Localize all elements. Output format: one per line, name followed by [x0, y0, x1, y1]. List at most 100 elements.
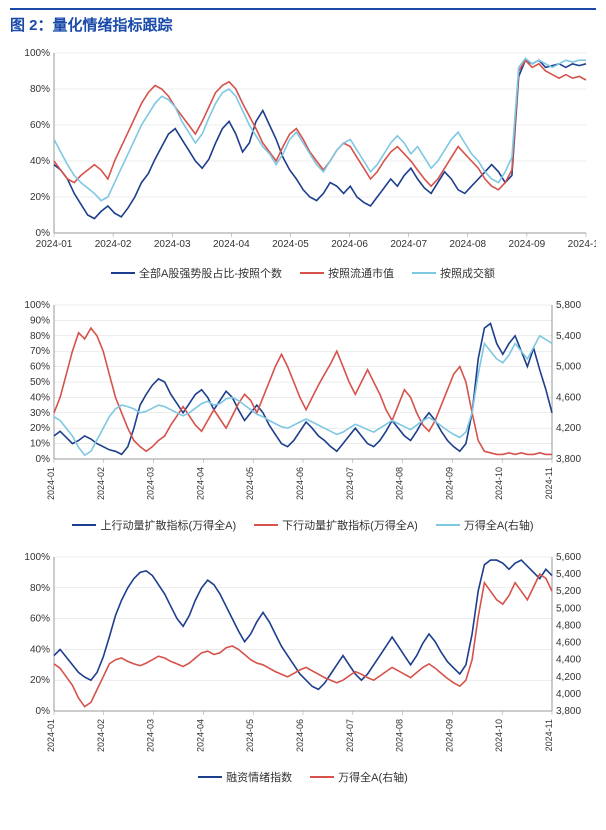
x-tick: 2024-02: [96, 719, 106, 752]
chart-3: 0% 20% 40% 60% 80% 100% 3,800 4,000 4,200 4,400 4,…: [10, 547, 596, 785]
legend-label: 按照成交额: [440, 265, 495, 281]
y-tick: 40%: [30, 392, 50, 403]
legend-swatch: [254, 524, 278, 526]
x-tick: 2024-06: [295, 467, 305, 500]
x-tick: 2024-09: [509, 239, 546, 250]
legend-item: 上行动量扩散指标(万得全A): [72, 517, 236, 533]
legend-item: 全部A股强势股占比-按照个数: [111, 265, 282, 281]
x-tick: 2024-01: [36, 239, 73, 250]
y-tick: 20%: [30, 675, 50, 686]
y-tick: 40%: [30, 644, 50, 655]
x-tick: 2024-06: [295, 719, 305, 752]
x-tick: 2024-03: [154, 239, 191, 250]
legend-2: 上行动量扩散指标(万得全A) 下行动量扩散指标(万得全A) 万得全A(右轴): [10, 517, 596, 533]
legend-swatch: [198, 776, 222, 778]
chart-1: 0% 20% 40% 60% 80% 100% 2024-01 2024-02 2024-03 2…: [10, 43, 596, 281]
y2-tick: 4,600: [556, 638, 581, 649]
x-tick: 2024-04: [195, 467, 205, 500]
x-tick: 2024-09: [444, 719, 454, 752]
y-tick: 30%: [30, 408, 50, 419]
y-tick: 70%: [30, 346, 50, 357]
legend-1: 全部A股强势股占比-按照个数 按照流通市值 按照成交额: [10, 265, 596, 281]
x-tick: 2024-11: [544, 467, 554, 499]
legend-label: 全部A股强势股占比-按照个数: [139, 265, 282, 281]
series-line: [54, 60, 586, 218]
y2-tick: 4,000: [556, 689, 581, 700]
x-tick: 2024-02: [95, 239, 132, 250]
y2-tick: 3,800: [556, 706, 581, 717]
legend-swatch: [111, 272, 135, 274]
series-line: [54, 328, 552, 454]
y2-tick: 5,400: [556, 331, 581, 342]
chart-svg-3: 0% 20% 40% 60% 80% 100% 3,800 4,000 4,200 4,400 4,…: [10, 547, 596, 767]
y2-tick: 5,200: [556, 586, 581, 597]
x-tick: 2024-08: [395, 719, 405, 752]
x-tick: 2024-10: [494, 719, 504, 752]
legend-swatch: [300, 272, 324, 274]
y2-tick: 5,000: [556, 362, 581, 373]
y-tick: 80%: [30, 583, 50, 594]
y2-tick: 5,600: [556, 552, 581, 563]
figure-title: 图 2：量化情绪指标跟踪: [10, 14, 596, 35]
x-tick: 2024-04: [195, 719, 205, 752]
y-tick: 50%: [30, 377, 50, 388]
x-tick: 2024-10: [568, 239, 596, 250]
y-tick: 0%: [36, 228, 51, 239]
y-tick: 80%: [30, 84, 50, 95]
legend-3: 融资情绪指数 万得全A(右轴): [10, 769, 596, 785]
y2-tick: 3,800: [556, 454, 581, 465]
y2-tick: 5,000: [556, 603, 581, 614]
legend-label: 融资情绪指数: [226, 769, 292, 785]
x-tick: 2024-09: [444, 467, 454, 500]
y-tick: 10%: [30, 439, 50, 450]
figure-container: 图 2：量化情绪指标跟踪 0% 20% 40% 60% 80% 100% 2024-01 20…: [0, 0, 606, 807]
x-tick: 2024-04: [213, 239, 250, 250]
y-tick: 0%: [36, 454, 51, 465]
legend-item: 按照流通市值: [300, 265, 394, 281]
legend-item: 万得全A(右轴): [436, 517, 534, 533]
x-tick: 2024-08: [449, 239, 486, 250]
legend-label: 万得全A(右轴): [464, 517, 534, 533]
legend-item: 万得全A(右轴): [310, 769, 408, 785]
legend-swatch: [72, 524, 96, 526]
x-tick: 2024-07: [390, 239, 427, 250]
y2-tick: 5,800: [556, 300, 581, 311]
x-tick: 2024-08: [395, 467, 405, 500]
x-tick: 2024-05: [245, 719, 255, 752]
y2-tick: 5,400: [556, 569, 581, 580]
y-tick: 60%: [30, 120, 50, 131]
y-tick: 100%: [24, 48, 50, 59]
legend-item: 下行动量扩散指标(万得全A): [254, 517, 418, 533]
x-tick: 2024-03: [146, 467, 156, 500]
x-tick: 2024-06: [331, 239, 368, 250]
legend-swatch: [412, 272, 436, 274]
x-tick: 2024-03: [146, 719, 156, 752]
legend-swatch: [436, 524, 460, 526]
y-tick: 40%: [30, 156, 50, 167]
y-tick: 20%: [30, 192, 50, 203]
legend-item: 融资情绪指数: [198, 769, 292, 785]
legend-label: 万得全A(右轴): [338, 769, 408, 785]
y-tick: 80%: [30, 331, 50, 342]
x-tick: 2024-05: [272, 239, 309, 250]
legend-label: 下行动量扩散指标(万得全A): [282, 517, 418, 533]
charts-area: 0% 20% 40% 60% 80% 100% 2024-01 2024-02 2024-03 2…: [10, 43, 596, 785]
x-tick: 2024-07: [345, 719, 355, 752]
legend-item: 按照成交额: [412, 265, 495, 281]
y-tick: 100%: [24, 300, 50, 311]
y-tick: 100%: [24, 552, 50, 563]
y2-tick: 4,200: [556, 672, 581, 683]
x-tick: 2024-07: [345, 467, 355, 500]
y-tick: 20%: [30, 423, 50, 434]
x-tick: 2024-10: [494, 467, 504, 500]
x-tick: 2024-05: [245, 467, 255, 500]
y-tick: 60%: [30, 614, 50, 625]
chart-2: 0%10%20%30%40%50%60%70%80%90%100%3,8004,…: [10, 295, 596, 533]
y-tick: 0%: [36, 706, 51, 717]
legend-label: 按照流通市值: [328, 265, 394, 281]
x-tick: 2024-02: [96, 467, 106, 500]
x-tick: 2024-11: [544, 719, 554, 751]
y2-tick: 4,200: [556, 423, 581, 434]
y2-tick: 4,400: [556, 655, 581, 666]
y2-tick: 4,600: [556, 392, 581, 403]
